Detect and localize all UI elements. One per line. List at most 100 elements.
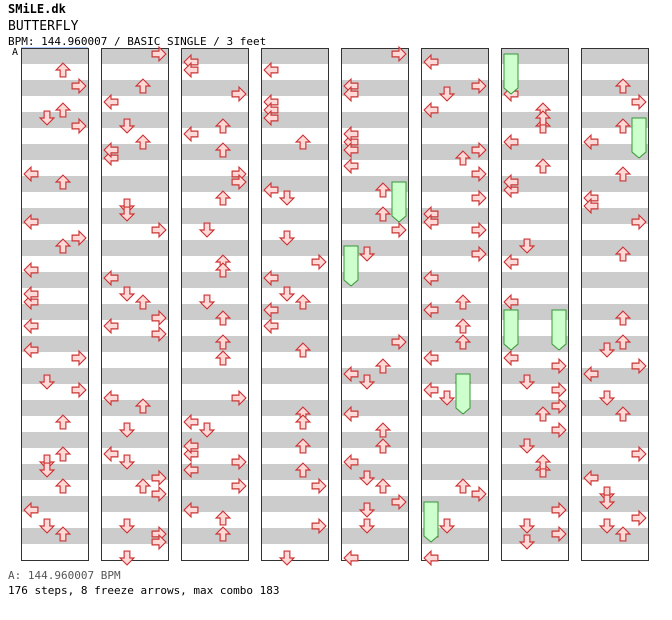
stripe (182, 208, 248, 224)
left-arrow-icon (423, 101, 439, 119)
up-arrow-icon (534, 406, 552, 422)
down-arrow-icon (118, 454, 136, 470)
stripe (102, 368, 168, 384)
up-arrow-icon (374, 438, 392, 454)
stripe (182, 496, 248, 512)
up-arrow-icon (54, 102, 72, 118)
down-arrow-icon (118, 550, 136, 566)
right-arrow-icon (71, 117, 87, 135)
up-arrow-icon (214, 262, 232, 278)
freeze-arrow (551, 309, 567, 351)
left-arrow-icon (423, 213, 439, 231)
stripe (262, 272, 328, 288)
down-arrow-icon (278, 190, 296, 206)
stripe (502, 368, 568, 384)
down-arrow-icon (598, 486, 616, 502)
chart-column (421, 48, 489, 561)
left-arrow-icon (423, 269, 439, 287)
up-arrow-icon (374, 422, 392, 438)
left-arrow-icon (183, 501, 199, 519)
stripe (262, 176, 328, 192)
freeze-arrow (391, 181, 407, 223)
up-arrow-icon (214, 350, 232, 366)
up-arrow-icon (534, 462, 552, 478)
right-arrow-icon (391, 493, 407, 511)
stripe (22, 464, 88, 480)
stripe (502, 144, 568, 160)
stripe (22, 400, 88, 416)
down-arrow-icon (118, 422, 136, 438)
stripe (342, 48, 408, 64)
left-arrow-icon (343, 453, 359, 471)
down-arrow-icon (518, 374, 536, 390)
right-arrow-icon (551, 421, 567, 439)
stripe (342, 80, 408, 96)
stripe (262, 304, 328, 320)
up-arrow-icon (54, 446, 72, 462)
stripe (22, 240, 88, 256)
left-arrow-icon (583, 133, 599, 151)
stripe (342, 400, 408, 416)
stripe (422, 272, 488, 288)
left-arrow-icon (423, 349, 439, 367)
left-arrow-icon (263, 61, 279, 79)
stripe (182, 528, 248, 544)
stripe (422, 80, 488, 96)
down-arrow-icon (518, 438, 536, 454)
right-arrow-icon (551, 501, 567, 519)
left-arrow-icon (263, 109, 279, 127)
stripe (502, 272, 568, 288)
up-arrow-icon (454, 334, 472, 350)
right-arrow-icon (551, 525, 567, 543)
left-arrow-icon (423, 381, 439, 399)
down-arrow-icon (358, 502, 376, 518)
stripe (102, 112, 168, 128)
stripe (102, 304, 168, 320)
stripe (582, 432, 648, 448)
stripe (582, 208, 648, 224)
down-arrow-icon (198, 422, 216, 438)
stripe (342, 368, 408, 384)
up-arrow-icon (454, 478, 472, 494)
down-arrow-icon (598, 518, 616, 534)
up-arrow-icon (294, 342, 312, 358)
up-arrow-icon (614, 406, 632, 422)
down-arrow-icon (438, 86, 456, 102)
stripe (182, 144, 248, 160)
left-arrow-icon (23, 317, 39, 335)
stripe (582, 176, 648, 192)
stripe (582, 336, 648, 352)
chart-column (341, 48, 409, 561)
stripe (502, 496, 568, 512)
up-arrow-icon (614, 334, 632, 350)
stripe (22, 112, 88, 128)
stripe (502, 400, 568, 416)
right-arrow-icon (551, 397, 567, 415)
down-arrow-icon (118, 118, 136, 134)
up-arrow-icon (534, 158, 552, 174)
stripe (22, 496, 88, 512)
right-arrow-icon (231, 173, 247, 191)
up-arrow-icon (214, 190, 232, 206)
up-arrow-icon (534, 454, 552, 470)
stripe (22, 432, 88, 448)
left-arrow-icon (503, 293, 519, 311)
stripe (582, 400, 648, 416)
right-arrow-icon (471, 485, 487, 503)
up-arrow-icon (534, 110, 552, 126)
stripe (22, 80, 88, 96)
down-arrow-icon (518, 518, 536, 534)
stripe (102, 464, 168, 480)
song-title: BUTTERFLY (8, 19, 79, 34)
up-arrow-icon (54, 478, 72, 494)
right-arrow-icon (151, 309, 167, 327)
right-arrow-icon (391, 45, 407, 63)
up-arrow-icon (214, 510, 232, 526)
up-arrow-icon (214, 334, 232, 350)
left-arrow-icon (183, 61, 199, 79)
stripe (422, 368, 488, 384)
down-arrow-icon (598, 342, 616, 358)
up-arrow-icon (214, 310, 232, 326)
right-arrow-icon (151, 469, 167, 487)
right-arrow-icon (71, 229, 87, 247)
